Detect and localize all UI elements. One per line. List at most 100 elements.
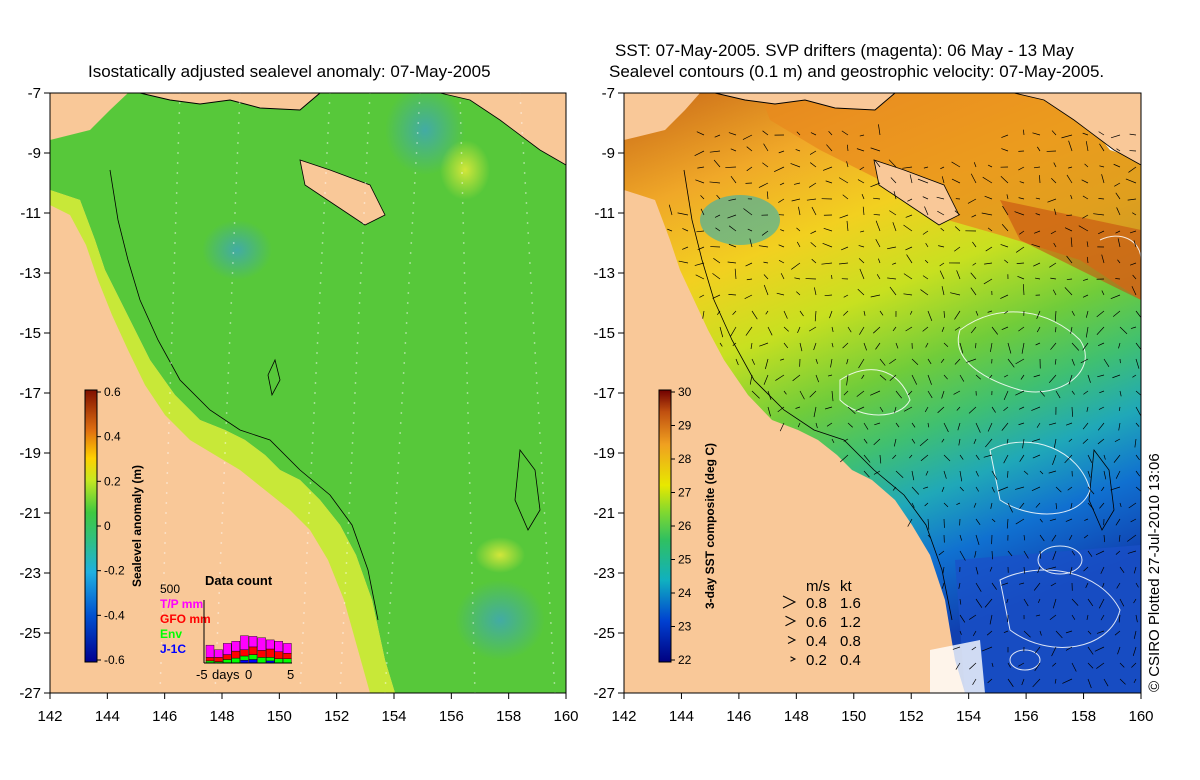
velocity-arrow [954, 246, 961, 252]
velocity-arrow [1066, 214, 1073, 216]
cool-water-region [955, 545, 1141, 693]
track-dot [309, 492, 311, 494]
velocity-arrow [870, 390, 881, 396]
velocity-arrow [767, 326, 773, 336]
altimeter-tracks [159, 93, 556, 693]
velocity-arrow [1102, 582, 1105, 588]
velocity-arrow [991, 406, 996, 413]
track-dot [218, 582, 221, 584]
track-dot [177, 142, 180, 144]
track-dot [368, 112, 370, 114]
velocity-arrow [799, 342, 803, 352]
inset-bar-segment [248, 636, 258, 648]
track-dot [221, 512, 224, 514]
velocity-arrow [1051, 130, 1057, 136]
track-dot [367, 122, 370, 124]
track-dot [171, 312, 174, 314]
velocity-arrow [730, 326, 737, 337]
track-dot [459, 122, 462, 124]
track-dot [409, 262, 411, 264]
velocity-arrow [972, 630, 977, 637]
velocity-arrow [1031, 486, 1041, 492]
velocity-arrow [1035, 502, 1041, 508]
velocity-arrow [987, 678, 993, 684]
shelf-contour [109, 169, 379, 621]
track-dot [470, 542, 473, 544]
colorbar-tick-label: 26 [678, 519, 692, 533]
velocity-arrow [826, 144, 833, 152]
track-dot [175, 202, 178, 204]
velocity-arrow [1129, 133, 1137, 136]
velocity-arrow [1135, 470, 1141, 477]
velocity-arrow [1082, 438, 1089, 444]
track-dot [363, 202, 366, 204]
velocity-arrow [1087, 454, 1093, 463]
inset-bar-segment [222, 643, 232, 655]
track-dot [523, 172, 526, 174]
track-dot [161, 622, 164, 624]
track-dot [467, 412, 469, 414]
colorbar-tick-label: 27 [678, 486, 692, 500]
track-dot [534, 362, 537, 364]
inset-bar-segment [274, 641, 283, 652]
velocity-arrow [1007, 502, 1013, 513]
velocity-arrow [875, 239, 881, 248]
track-dot [462, 232, 465, 234]
track-dot [467, 442, 470, 444]
velocity-arrow [970, 173, 977, 184]
velocity-arrow [1019, 502, 1025, 509]
velocity-arrow [1003, 390, 1009, 401]
track-dot [358, 302, 361, 304]
velocity-arrow [1015, 246, 1025, 253]
velocity-arrow [1015, 358, 1025, 365]
velocity-arrow [1133, 630, 1137, 639]
velocity-arrow [846, 358, 849, 365]
velocity-arrow [751, 358, 756, 365]
velocity-arrow [991, 326, 999, 335]
velocity-arrow [967, 198, 977, 204]
velocity-arrow [847, 326, 852, 333]
velocity-arrow [1103, 470, 1107, 480]
track-dot [165, 492, 168, 494]
track-dot [394, 522, 396, 524]
velocity-arrow [1086, 406, 1089, 412]
velocity-arrow [791, 198, 801, 202]
track-dot [461, 182, 464, 184]
track-dot [544, 522, 546, 524]
sst-colorbar-label: 3-day SST composite (deg C) [703, 443, 717, 609]
velocity-arrow [1036, 326, 1041, 333]
track-dot [468, 472, 471, 474]
velocity-arrow [695, 274, 705, 280]
track-dot [407, 292, 410, 294]
velocity-arrow [783, 310, 788, 319]
velocity-arrow [858, 245, 865, 248]
velocity-arrow [1066, 174, 1073, 184]
track-dot [524, 182, 527, 184]
track-dot [390, 582, 393, 584]
velocity-arrow [873, 470, 881, 475]
inset-bar-segment [274, 651, 283, 659]
velocity-arrow [1036, 310, 1041, 319]
track-dot [547, 582, 550, 584]
velocity-arrow [1082, 342, 1089, 351]
track-dot [302, 622, 305, 624]
velocity-arrow [1068, 140, 1073, 152]
track-dot [465, 362, 468, 364]
velocity-arrow [983, 454, 993, 458]
velocity-arrow [746, 146, 753, 152]
velocity-arrow [1085, 326, 1089, 338]
velocity-arrow [783, 390, 787, 395]
velocity-arrow [989, 566, 993, 572]
velocity-arrow [1033, 166, 1041, 169]
island [439, 93, 566, 166]
velocity-arrow [792, 374, 801, 382]
velocity-arrow [1099, 165, 1105, 168]
velocity-arrow [799, 310, 804, 317]
x-tick-label: 158 [496, 708, 521, 725]
velocity-arrow [749, 374, 753, 385]
velocity-arrow [959, 598, 962, 605]
velocity-arrow [1087, 374, 1091, 383]
velocity-arrow [1118, 422, 1121, 431]
velocity-arrow [1018, 326, 1025, 332]
velocity-arrow [839, 214, 849, 219]
